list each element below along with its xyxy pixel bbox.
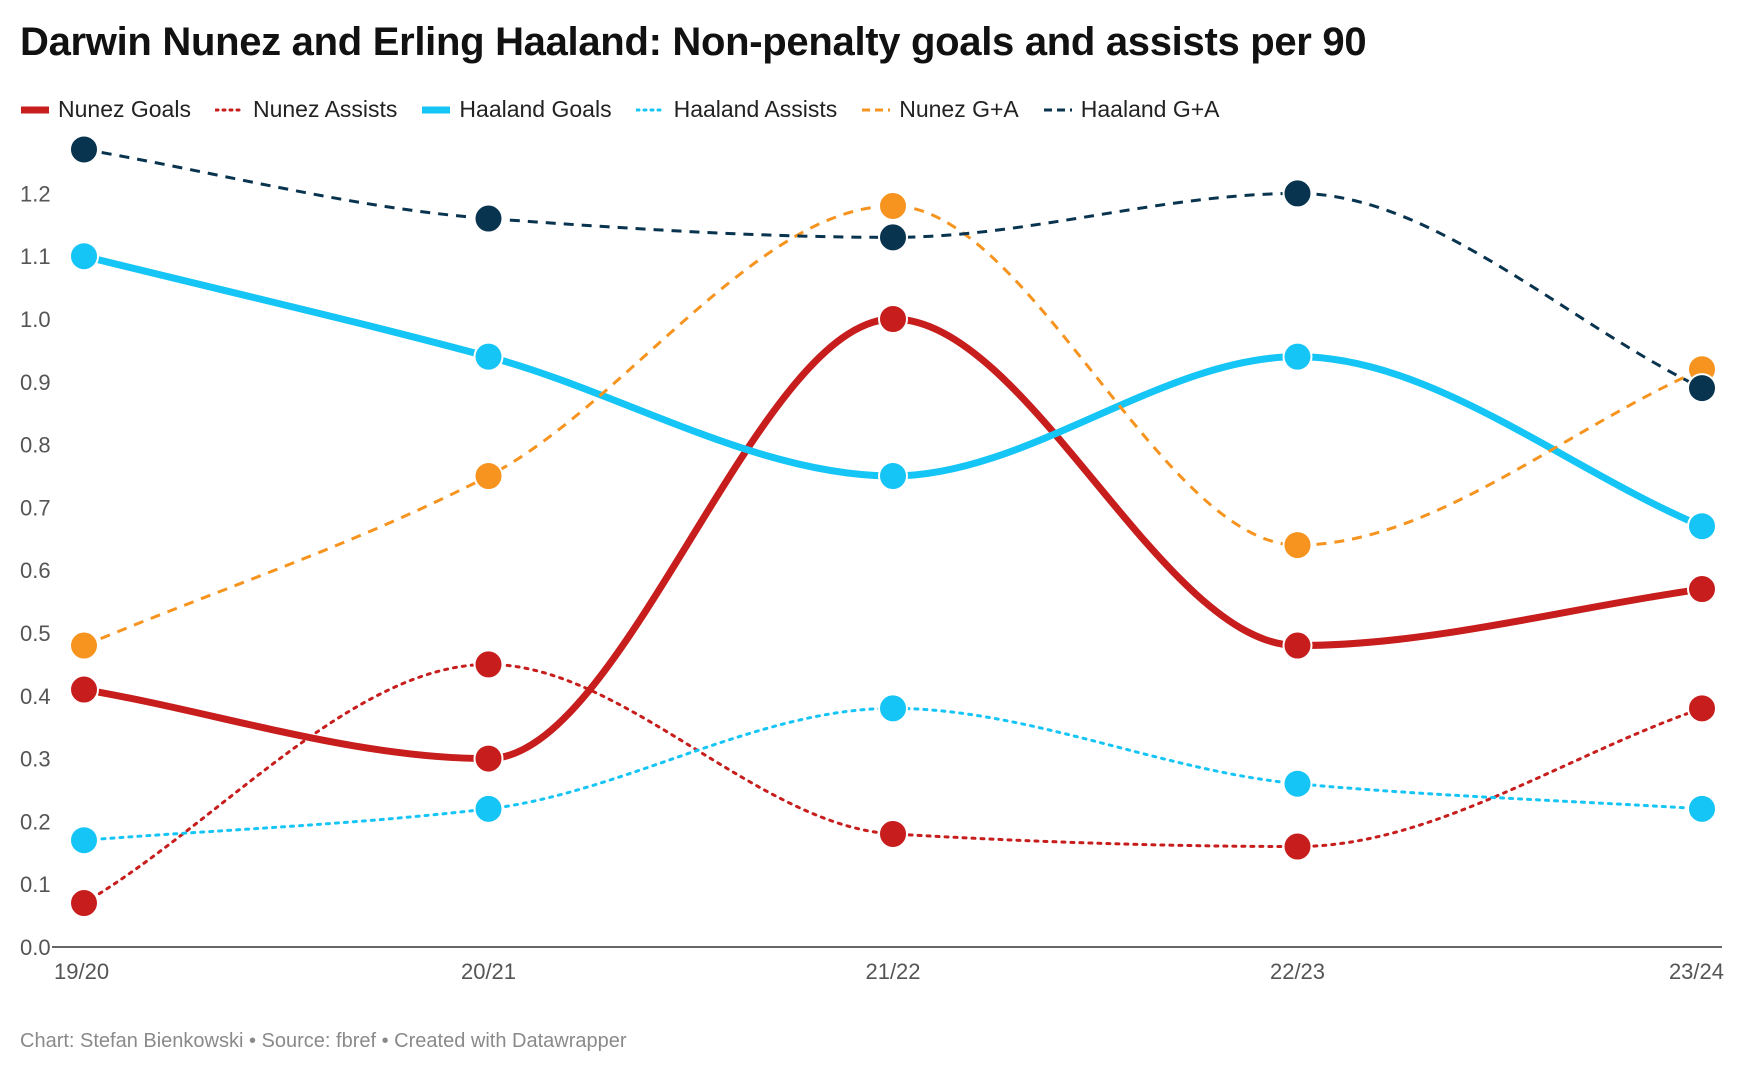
data-point-nunez-goals [473, 743, 504, 774]
legend-item-haaland-assists: Haaland Assists [635, 96, 838, 123]
data-point-haaland-goals [878, 461, 908, 491]
data-point-nunez-goals [1687, 574, 1717, 605]
data-point-haaland-goals [69, 241, 99, 272]
x-tick-label: 20/21 [461, 959, 516, 984]
data-point-nunez-assists [1282, 831, 1313, 862]
data-point-haaland-gplus-a [1282, 178, 1313, 209]
y-tick-label: 1.0 [20, 307, 51, 332]
data-point-nunez-goals [69, 674, 99, 705]
y-tick-label: 0.4 [20, 684, 51, 709]
legend-label: Nunez G+A [899, 96, 1019, 122]
data-point-nunez-assists [69, 888, 99, 919]
x-tick-label: 19/20 [54, 959, 109, 984]
x-tick-label: 21/22 [865, 959, 920, 984]
y-tick-label: 0.7 [20, 495, 51, 520]
data-point-haaland-assists [473, 793, 504, 824]
line-chart: 0.00.10.20.30.40.50.60.70.80.91.01.11.2 … [20, 134, 1724, 984]
y-tick-label: 0.9 [20, 370, 51, 395]
legend-swatch [21, 106, 49, 113]
legend-label: Nunez Goals [58, 96, 191, 122]
x-axis: 19/20 20/21 21/22 22/23 23/24 [52, 946, 1724, 984]
legend-item-nunez-gplus-a: Nunez G+A [861, 96, 1019, 123]
data-point-haaland-gplus-a [69, 134, 99, 165]
legend-item-haaland-goals: Haaland Goals [421, 96, 612, 123]
data-point-nunez-assists [878, 818, 908, 849]
y-tick-label: 1.2 [20, 181, 51, 206]
y-axis: 0.0 0.1 0.2 0.3 0.4 0.5 0.6 0.7 0.8 0.9 1.0 1.1 1.2 [20, 181, 51, 960]
legend-swatch [635, 108, 666, 111]
chart-title: Darwin Nunez and Erling Haaland: Non-pen… [20, 20, 1367, 64]
data-point-haaland-gplus-a [473, 203, 504, 234]
legend-label: Haaland Assists [673, 96, 838, 122]
data-point-haaland-goals [1282, 341, 1313, 372]
legend-swatch [862, 108, 891, 111]
legend-item-haaland-gplus-a: Haaland G+A [1043, 96, 1220, 123]
y-tick-label: 0.0 [20, 935, 51, 960]
data-point-nunez-gplus-a [473, 461, 504, 491]
y-tick-label: 0.5 [20, 621, 51, 646]
data-point-haaland-assists [1687, 793, 1717, 824]
legend-swatch [422, 106, 451, 113]
data-point-haaland-goals [473, 341, 504, 372]
legend-label: Nunez Assists [252, 96, 398, 122]
x-tick-label: 22/23 [1270, 959, 1325, 984]
data-point-nunez-assists [1687, 693, 1717, 724]
y-tick-label: 0.3 [20, 747, 51, 772]
legend-label: Haaland G+A [1080, 96, 1220, 122]
series-line-nunez-gplus-a [83, 204, 1703, 647]
data-point-haaland-gplus-a [878, 222, 908, 253]
y-tick-label: 0.6 [20, 558, 51, 583]
x-tick-label: 23/24 [1669, 959, 1724, 984]
legend: Nunez Goals Nunez Assists Haaland Goals Haa… [20, 96, 1220, 123]
data-point-haaland-gplus-a [1687, 373, 1717, 404]
y-tick-label: 0.2 [20, 809, 51, 834]
y-tick-label: 0.8 [20, 433, 51, 458]
series-line-nunez-goals [83, 315, 1703, 763]
legend-swatch [214, 108, 245, 111]
data-point-nunez-assists [473, 649, 504, 680]
legend-label: Haaland Goals [459, 96, 612, 122]
y-tick-label: 0.1 [20, 872, 51, 897]
series-points [69, 134, 1717, 919]
series-line-haaland-gplus-a [83, 147, 1703, 390]
legend-swatch [1043, 108, 1072, 111]
series-lines [82, 147, 1704, 905]
data-point-nunez-goals [878, 304, 908, 334]
data-point-haaland-assists [1282, 768, 1313, 799]
chart-footer: Chart: Stefan Bienkowski • Source: fbref… [20, 1030, 627, 1052]
data-point-haaland-assists [69, 825, 99, 856]
y-tick-label: 1.1 [20, 244, 51, 269]
data-point-nunez-gplus-a [69, 630, 99, 661]
data-point-haaland-assists [878, 693, 908, 724]
legend-item-nunez-goals: Nunez Goals [20, 96, 191, 123]
data-point-haaland-goals [1687, 511, 1717, 542]
data-point-nunez-goals [1282, 630, 1313, 661]
legend-item-nunez-assists: Nunez Assists [214, 96, 398, 123]
data-point-nunez-gplus-a [878, 190, 908, 221]
data-point-nunez-gplus-a [1282, 530, 1313, 561]
